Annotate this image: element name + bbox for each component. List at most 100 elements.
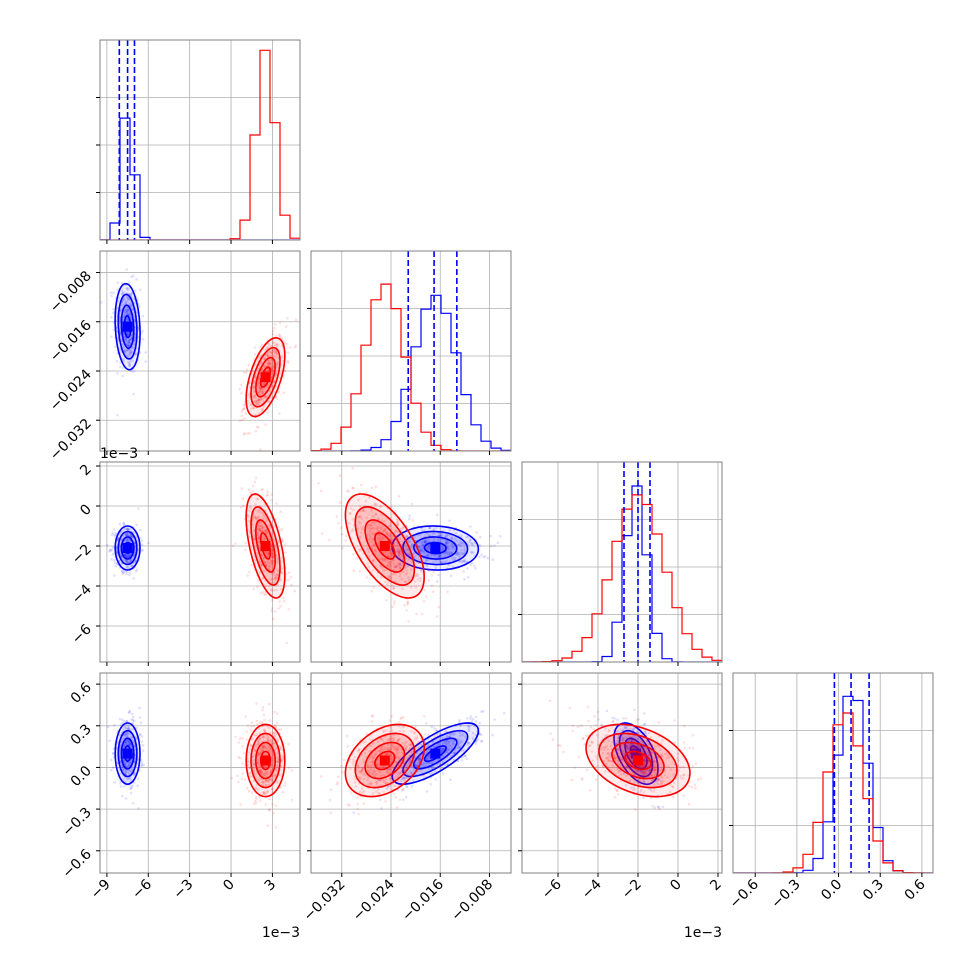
scatter-point [268, 351, 272, 354]
scatter-point [262, 791, 266, 794]
scatter-point [405, 535, 409, 538]
scatter-point [141, 749, 145, 752]
scatter-point [403, 741, 407, 745]
scatter-point [629, 786, 633, 789]
scatter-point [433, 727, 436, 730]
scatter-point [447, 547, 451, 550]
scatter-point [400, 771, 403, 775]
scatter-point [426, 568, 430, 571]
scatter-point [279, 321, 282, 325]
scatter-point [430, 584, 434, 588]
scatter-point [444, 540, 448, 544]
scatter-point [625, 744, 628, 748]
scatter-point [589, 789, 592, 792]
scatter-point [260, 343, 263, 347]
scatter-point [113, 781, 116, 784]
scatter-point [615, 741, 619, 745]
scatter-point [127, 724, 130, 728]
scatter-point [457, 543, 461, 546]
scatter-point [123, 528, 126, 532]
scatter-point [428, 526, 431, 530]
scatter-point [263, 792, 266, 795]
scatter-point [124, 797, 128, 800]
scatter-point [386, 533, 390, 537]
scatter-point [319, 489, 323, 493]
scatter-point [265, 494, 269, 498]
scatter-point [253, 773, 257, 776]
scatter-point [268, 731, 272, 734]
scatter-point [267, 808, 271, 812]
scatter-point [422, 544, 425, 547]
scatter-point [478, 555, 481, 558]
scatter-point [432, 590, 435, 593]
scatter-point [234, 735, 237, 739]
scatter-point [401, 725, 404, 729]
scatter-point [379, 798, 382, 801]
scatter-point [276, 362, 279, 365]
scatter-point [108, 739, 111, 743]
scatter-point [460, 758, 464, 762]
scatter-point [366, 778, 369, 782]
scatter-point [659, 748, 663, 752]
scatter-point [453, 752, 456, 755]
scatter-point [250, 721, 254, 724]
scatter-point [128, 312, 131, 315]
scatter-point [257, 382, 260, 385]
scatter-point [386, 770, 389, 774]
scatter-point [409, 771, 413, 774]
scatter-point [410, 785, 414, 788]
scatter-point [116, 741, 119, 744]
scatter-point [118, 522, 122, 526]
scatter-point [434, 778, 438, 781]
scatter-point [657, 778, 660, 781]
scatter-point [265, 747, 268, 751]
scatter-point [257, 578, 260, 582]
scatter-point [444, 560, 448, 563]
scatter-point [381, 559, 385, 563]
scatter-point [273, 576, 277, 580]
scatter-point [277, 333, 281, 336]
scatter-point [237, 780, 240, 784]
scatter-point [377, 554, 380, 557]
scatter-point [126, 319, 130, 322]
scatter-point [652, 768, 655, 771]
scatter-point [652, 787, 656, 791]
scatter-point [626, 746, 630, 750]
scatter-point [466, 744, 470, 747]
scatter-point [127, 341, 130, 344]
scatter-point [651, 779, 654, 783]
scatter-point [257, 400, 261, 404]
scatter-point [266, 411, 270, 414]
scatter-point [269, 747, 272, 751]
scatter-point [259, 768, 263, 771]
scatter-point [349, 507, 353, 510]
scatter-point [438, 555, 441, 559]
scatter-point [231, 544, 235, 548]
scatter-point [135, 568, 139, 571]
scatter-point [390, 552, 393, 556]
scatter-point [260, 524, 264, 528]
scatter-point [389, 576, 393, 579]
scatter-point [452, 733, 455, 736]
scatter-point [418, 758, 422, 761]
scatter-point [667, 754, 670, 757]
scatter-point [268, 808, 271, 811]
scatter-point [428, 534, 432, 537]
scatter-point [271, 548, 274, 552]
scatter-point [269, 588, 273, 591]
scatter-point [383, 558, 386, 561]
scatter-point [426, 755, 430, 758]
scatter-point [493, 718, 496, 721]
scatter-point [643, 731, 647, 734]
scatter-point [270, 544, 273, 547]
scatter-point [502, 711, 506, 715]
scatter-point [262, 364, 266, 368]
scatter-point [124, 310, 127, 314]
scatter-point [435, 728, 438, 732]
scatter-point [616, 752, 620, 755]
scatter-point [404, 573, 407, 576]
scatter-point [111, 531, 114, 534]
scatter-point [421, 544, 424, 547]
scatter-point [347, 490, 350, 493]
scatter-point [423, 551, 427, 555]
